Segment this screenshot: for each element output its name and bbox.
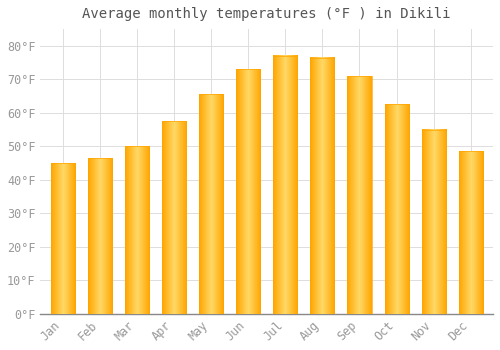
Bar bbox=[273, 56, 297, 314]
Bar bbox=[236, 69, 260, 314]
Title: Average monthly temperatures (°F ) in Dikili: Average monthly temperatures (°F ) in Di… bbox=[82, 7, 451, 21]
Bar bbox=[162, 121, 186, 314]
Bar bbox=[384, 104, 408, 314]
Bar bbox=[348, 76, 372, 314]
Bar bbox=[199, 94, 223, 314]
Bar bbox=[124, 146, 149, 314]
Bar bbox=[458, 151, 483, 314]
Bar bbox=[88, 158, 112, 314]
Bar bbox=[50, 163, 74, 314]
Bar bbox=[310, 57, 334, 314]
Bar bbox=[422, 130, 446, 314]
